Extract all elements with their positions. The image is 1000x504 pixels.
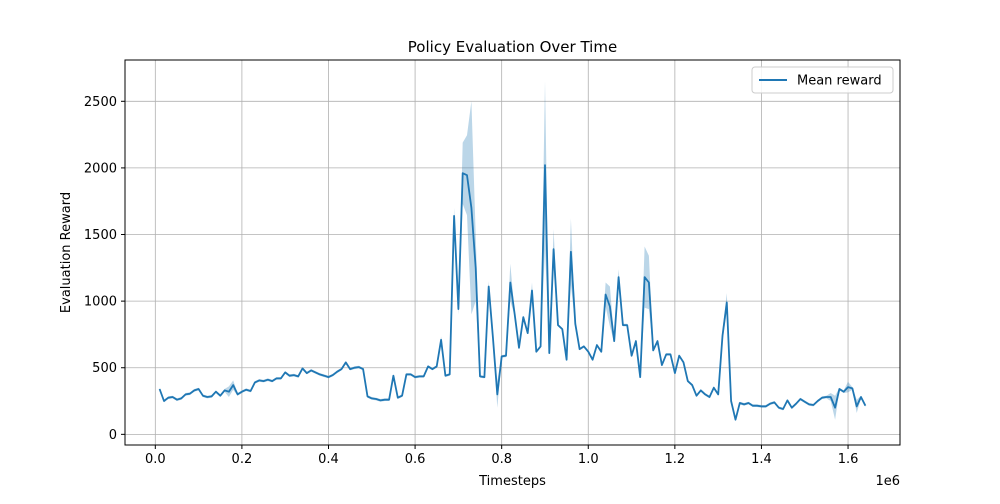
y-tick-label: 1500: [84, 228, 117, 243]
x-tick-label: 1.2: [665, 452, 686, 467]
x-tick-label: 0.8: [491, 452, 512, 467]
x-axis-label: Timesteps: [478, 474, 546, 489]
x-tick-label: 0.6: [405, 452, 426, 467]
x-tick-label: 1.6: [838, 452, 859, 467]
x-tick-label: 0.4: [318, 452, 339, 467]
x-tick-label: 0.0: [145, 452, 166, 467]
x-tick-label: 1.4: [751, 452, 772, 467]
y-tick-label: 1000: [84, 295, 117, 310]
legend-label-mean-reward: Mean reward: [797, 74, 882, 89]
plot-background: [125, 60, 900, 445]
y-tick-label: 2000: [84, 161, 117, 176]
y-axis-label: Evaluation Reward: [59, 192, 74, 313]
x-tick-label: 1.0: [578, 452, 599, 467]
chart-title: Policy Evaluation Over Time: [408, 38, 617, 56]
x-axis-offset-label: 1e6: [875, 474, 900, 489]
y-tick-label: 500: [92, 361, 117, 376]
y-tick-label: 2500: [84, 95, 117, 110]
y-tick-label: 0: [109, 428, 117, 443]
legend: Mean reward: [752, 67, 893, 93]
x-tick-label: 0.2: [232, 452, 253, 467]
